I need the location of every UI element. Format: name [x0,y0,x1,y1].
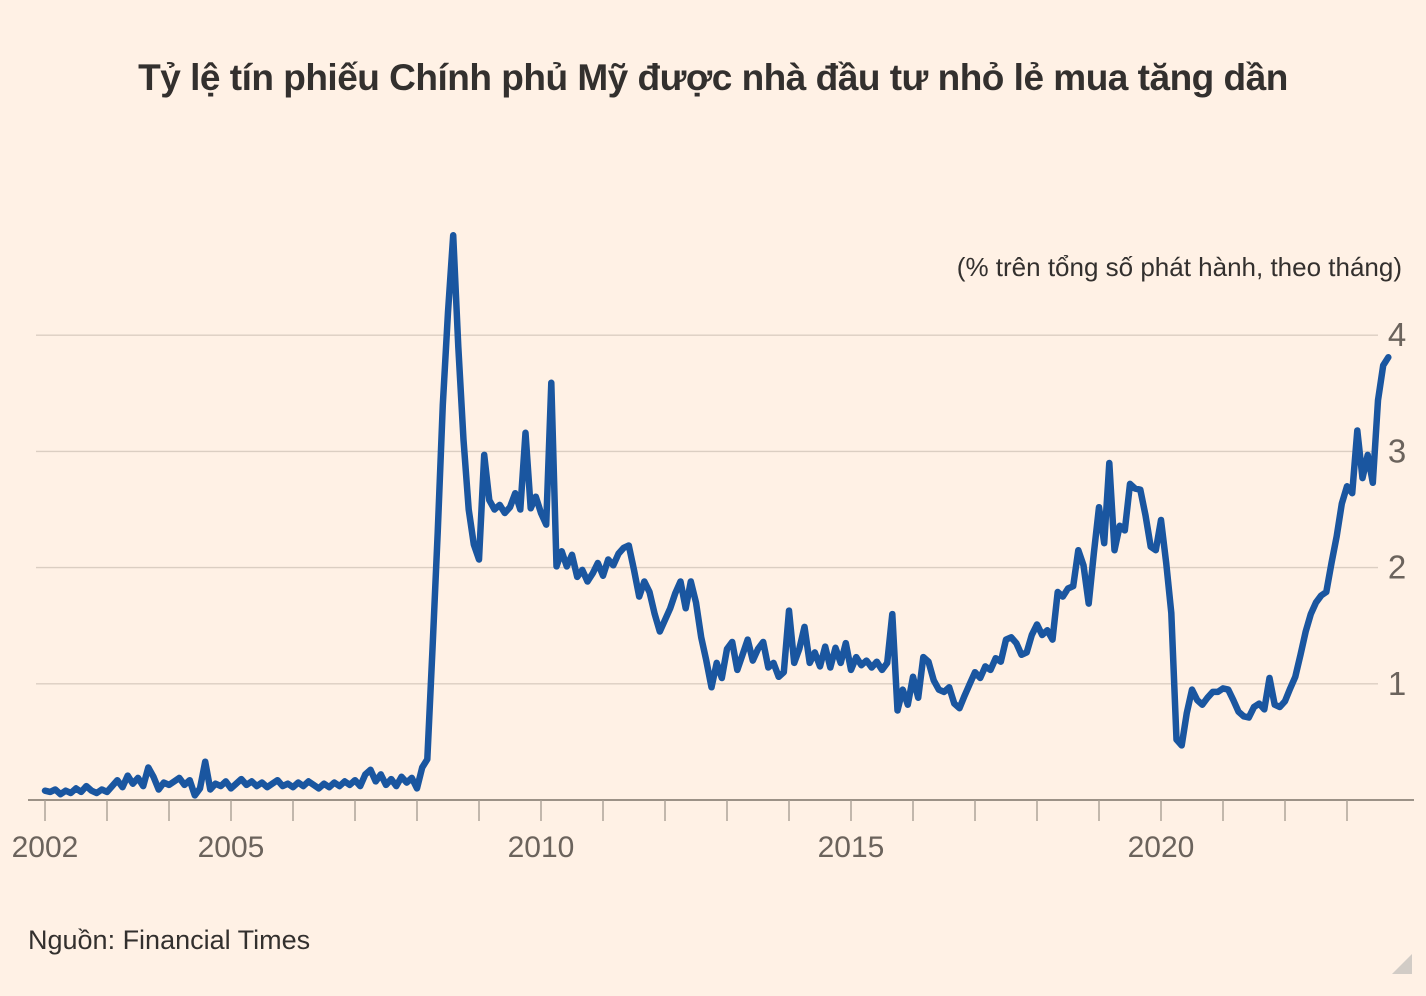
x-tick-label: 2002 [12,831,79,864]
y-tick-label: 2 [1388,549,1406,586]
y-tick-label: 4 [1388,316,1406,353]
x-tick-label: 2020 [1128,831,1195,864]
x-tick-label: 2015 [818,831,885,864]
resize-handle-icon[interactable] [1392,954,1412,974]
source-note: Nguồn: Financial Times [28,925,311,955]
unit-note: (% trên tổng số phát hành, theo tháng) [956,252,1402,282]
resize-triangle [1392,954,1412,974]
x-tick-label: 2010 [508,831,575,864]
y-tick-label: 3 [1388,432,1406,469]
x-tick-label: 2005 [198,831,265,864]
y-tick-label: 1 [1388,665,1406,702]
data-line [41,232,1392,799]
chart-title: Tỷ lệ tín phiếu Chính phủ Mỹ được nhà đầ… [138,57,1288,98]
